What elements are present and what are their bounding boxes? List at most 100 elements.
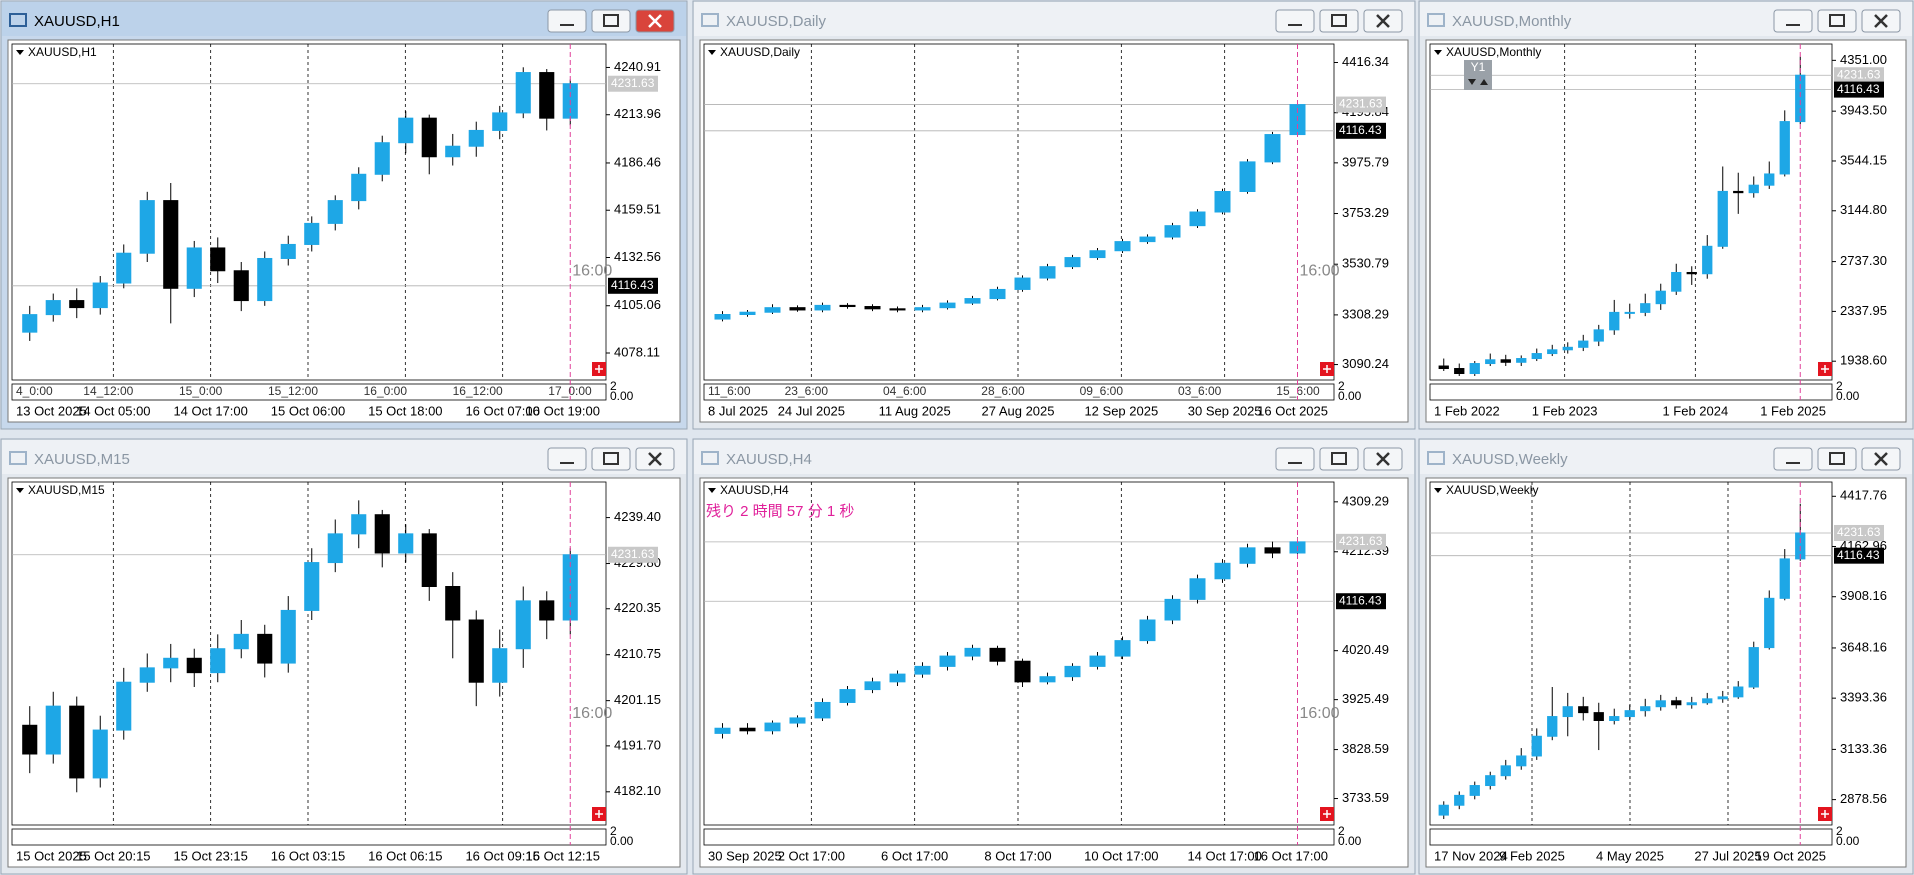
menu-arrow[interactable] [16,488,24,493]
y-tick-label: 4210.75 [614,646,661,661]
button-glyph [1331,14,1347,27]
price-tag-label: 4231.63 [1339,97,1383,111]
x-tick-label: 24 Jul 2025 [778,403,845,418]
x-tick-label: 16 Oct 09:15 [465,848,539,863]
minimize-button[interactable] [1773,9,1813,33]
x-tick-label: 10 Oct 17:00 [1084,848,1158,863]
candle-body [814,701,831,719]
y-tick-label: 3753.29 [1342,205,1389,220]
menu-arrow[interactable] [1434,488,1442,493]
minimize-button[interactable] [1275,9,1315,33]
x-tick-label: 15 Oct 06:00 [271,403,345,418]
candle-body [1547,716,1558,737]
candle-body [789,717,806,724]
button-glyph [603,14,619,27]
menu-arrow[interactable] [1434,50,1442,55]
candle-body [116,681,132,731]
candle-body [864,681,881,691]
y-tick-label: 2878.56 [1840,791,1887,806]
menu-arrow[interactable] [16,50,24,55]
maximize-button[interactable] [1817,447,1857,471]
separator-label: 16_0:00 [364,384,408,398]
y-tick-label: 2337.95 [1840,303,1887,318]
candle-body [1733,686,1744,698]
candle-body [1717,696,1728,700]
x-tick-label: 16 Oct 03:15 [271,848,345,863]
candle-body [1469,363,1480,375]
candle-body [1214,562,1231,580]
price-tag-label: 4116.43 [1339,593,1382,607]
indicator-axis-label: 0.00 [1338,834,1362,848]
menu-arrow[interactable] [708,50,716,55]
minimize-button[interactable] [547,447,587,471]
candle-body [1114,640,1131,657]
candle-body [515,72,531,114]
maximize-button[interactable] [1319,447,1359,471]
separator-label: 4_0:00 [16,384,53,398]
candle-body [1039,676,1056,683]
candle-body [210,648,226,674]
candle-body [1014,660,1031,683]
candle-body [69,705,85,779]
candle-body [1139,236,1156,243]
candle-body [714,727,731,734]
y-tick-label: 4020.49 [1342,642,1389,657]
button-glyph [603,452,619,465]
candle-body [1547,349,1558,355]
candle-body [1562,346,1573,351]
candle-body [351,173,367,202]
price-tag-label: 4231.63 [1837,525,1881,539]
indicator-axis-label: 0.00 [1338,389,1362,403]
price-tag-label: 4231.63 [611,547,655,561]
chart-window: XAUUSD,Monthly 20.00 4351.00 3943.50 3544.15… [1418,0,1914,430]
trade-button-glyph [1821,365,1829,373]
price-tag-label: 4231.63 [1339,534,1383,548]
indicator-axis-label: 0.00 [610,389,634,403]
minimize-button[interactable] [1275,447,1315,471]
button-glyph [648,452,662,466]
separator-label: 23_6:00 [785,384,829,398]
y-tick-label: 4309.29 [1342,493,1389,508]
x-tick-label: 30 Sep 2025 [708,848,782,863]
candle-body [1578,340,1589,348]
candle-body [1014,277,1031,290]
candle-body [1779,121,1790,175]
candle-body [1089,250,1106,259]
indicator-axis-label: 2 [1836,824,1843,838]
x-tick-label: 1 Feb 2024 [1662,403,1728,418]
button-glyph [1376,14,1390,28]
candle-body [914,307,931,311]
y-tick-label: 3133.36 [1840,741,1887,756]
maximize-button[interactable] [591,447,631,471]
x-tick-label: 6 Oct 17:00 [881,848,948,863]
candle-body [1089,655,1106,667]
minimize-button[interactable] [1773,447,1813,471]
candle-body [1671,700,1682,706]
x-tick-label: 15 Oct 18:00 [368,403,442,418]
x-tick-label: 15 Oct 23:15 [173,848,247,863]
x-tick-label: 11 Aug 2025 [879,403,951,418]
menu-arrow[interactable] [708,488,716,493]
maximize-button[interactable] [1817,9,1857,33]
maximize-button[interactable] [1319,9,1359,33]
x-tick-label: 30 Sep 2025 [1188,403,1262,418]
candle-body [839,689,856,703]
x-tick-label: 15 Oct 2025 [16,848,87,863]
x-tick-label: 27 Jul 2025 [1694,848,1761,863]
price-tag [1834,67,1884,84]
candle-body [257,257,273,302]
y-tick-label: 4416.34 [1342,54,1389,69]
window-icon [701,451,719,465]
indicator-frame [11,828,607,846]
button-glyph [1874,452,1888,466]
minimize-button[interactable] [547,9,587,33]
y-tick-label: 1938.60 [1840,353,1887,368]
y-tick-label: 4240.91 [614,59,661,74]
candle-body [1640,706,1651,712]
price-tag [1336,593,1386,610]
candle-body [139,667,155,683]
price-tag [1336,96,1386,113]
candle-body [1764,597,1775,649]
maximize-button[interactable] [591,9,631,33]
